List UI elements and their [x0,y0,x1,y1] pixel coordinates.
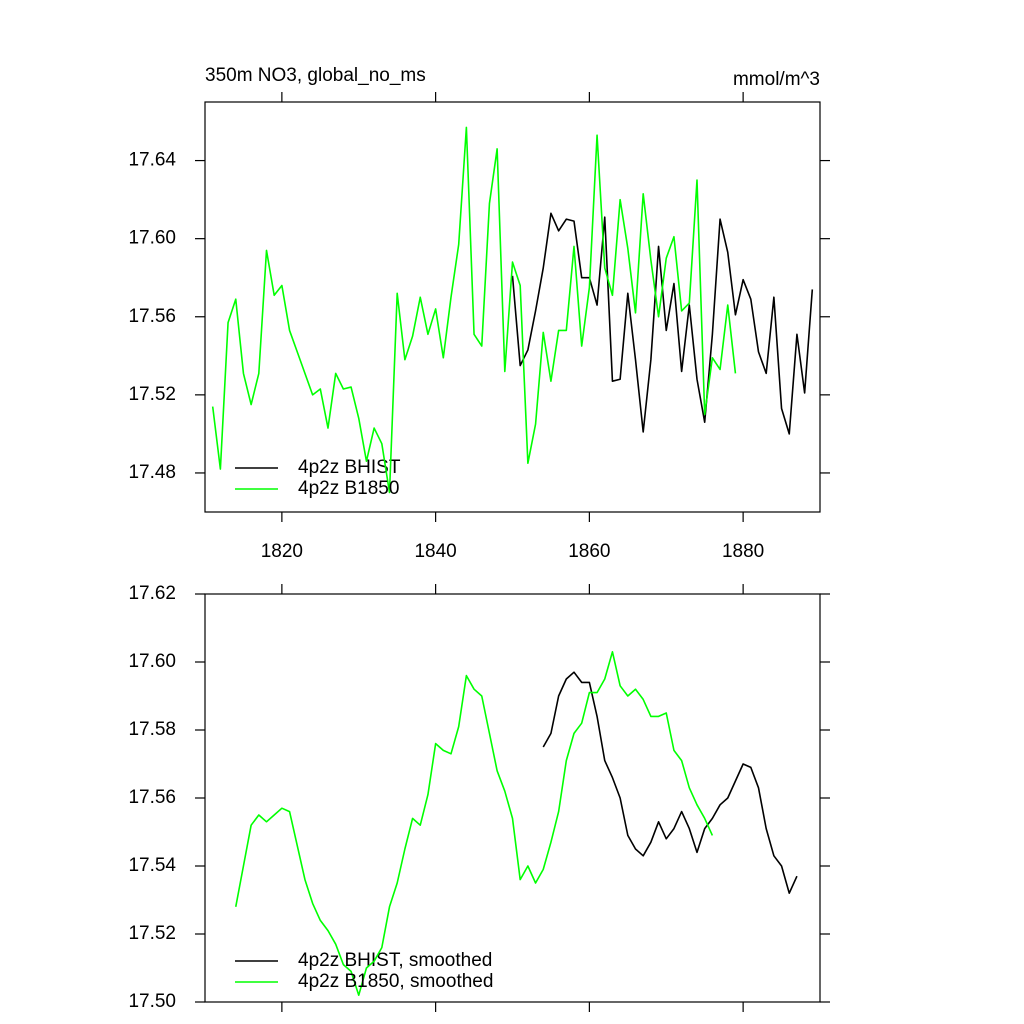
x-tick-label: 1880 [722,541,764,562]
data-line [542,671,798,894]
y-tick-label: 17.62 [128,583,176,604]
x-tick-label: 1860 [568,541,610,562]
y-tick-label: 17.50 [128,991,176,1012]
chart-title: 350m NO3, global_no_ms [205,65,426,86]
y-tick-label: 17.58 [128,719,176,740]
y-tick-label: 17.64 [128,150,176,171]
y-tick-label: 17.60 [128,651,176,672]
data-line [211,126,737,494]
y-tick-label: 17.56 [128,787,176,808]
y-tick-label: 17.54 [128,855,176,876]
plot-frame [204,101,821,513]
legend-label: 4p2z BHIST, smoothed [298,950,492,971]
y-tick-label: 17.52 [128,923,176,944]
y-tick-label: 17.52 [128,384,176,405]
x-tick-label: 1820 [261,541,303,562]
data-line [511,212,814,435]
legend-label: 4p2z B1850 [298,478,399,499]
y-tick-label: 17.60 [128,228,176,249]
y-tick-label: 17.48 [128,462,176,483]
y-tick-label: 17.56 [128,306,176,327]
legend-label: 4p2z BHIST [298,457,401,478]
units-label: mmol/m^3 [733,69,820,90]
x-tick-label: 1840 [414,541,456,562]
data-line [234,651,714,996]
legend-label: 4p2z B1850, smoothed [298,971,493,992]
